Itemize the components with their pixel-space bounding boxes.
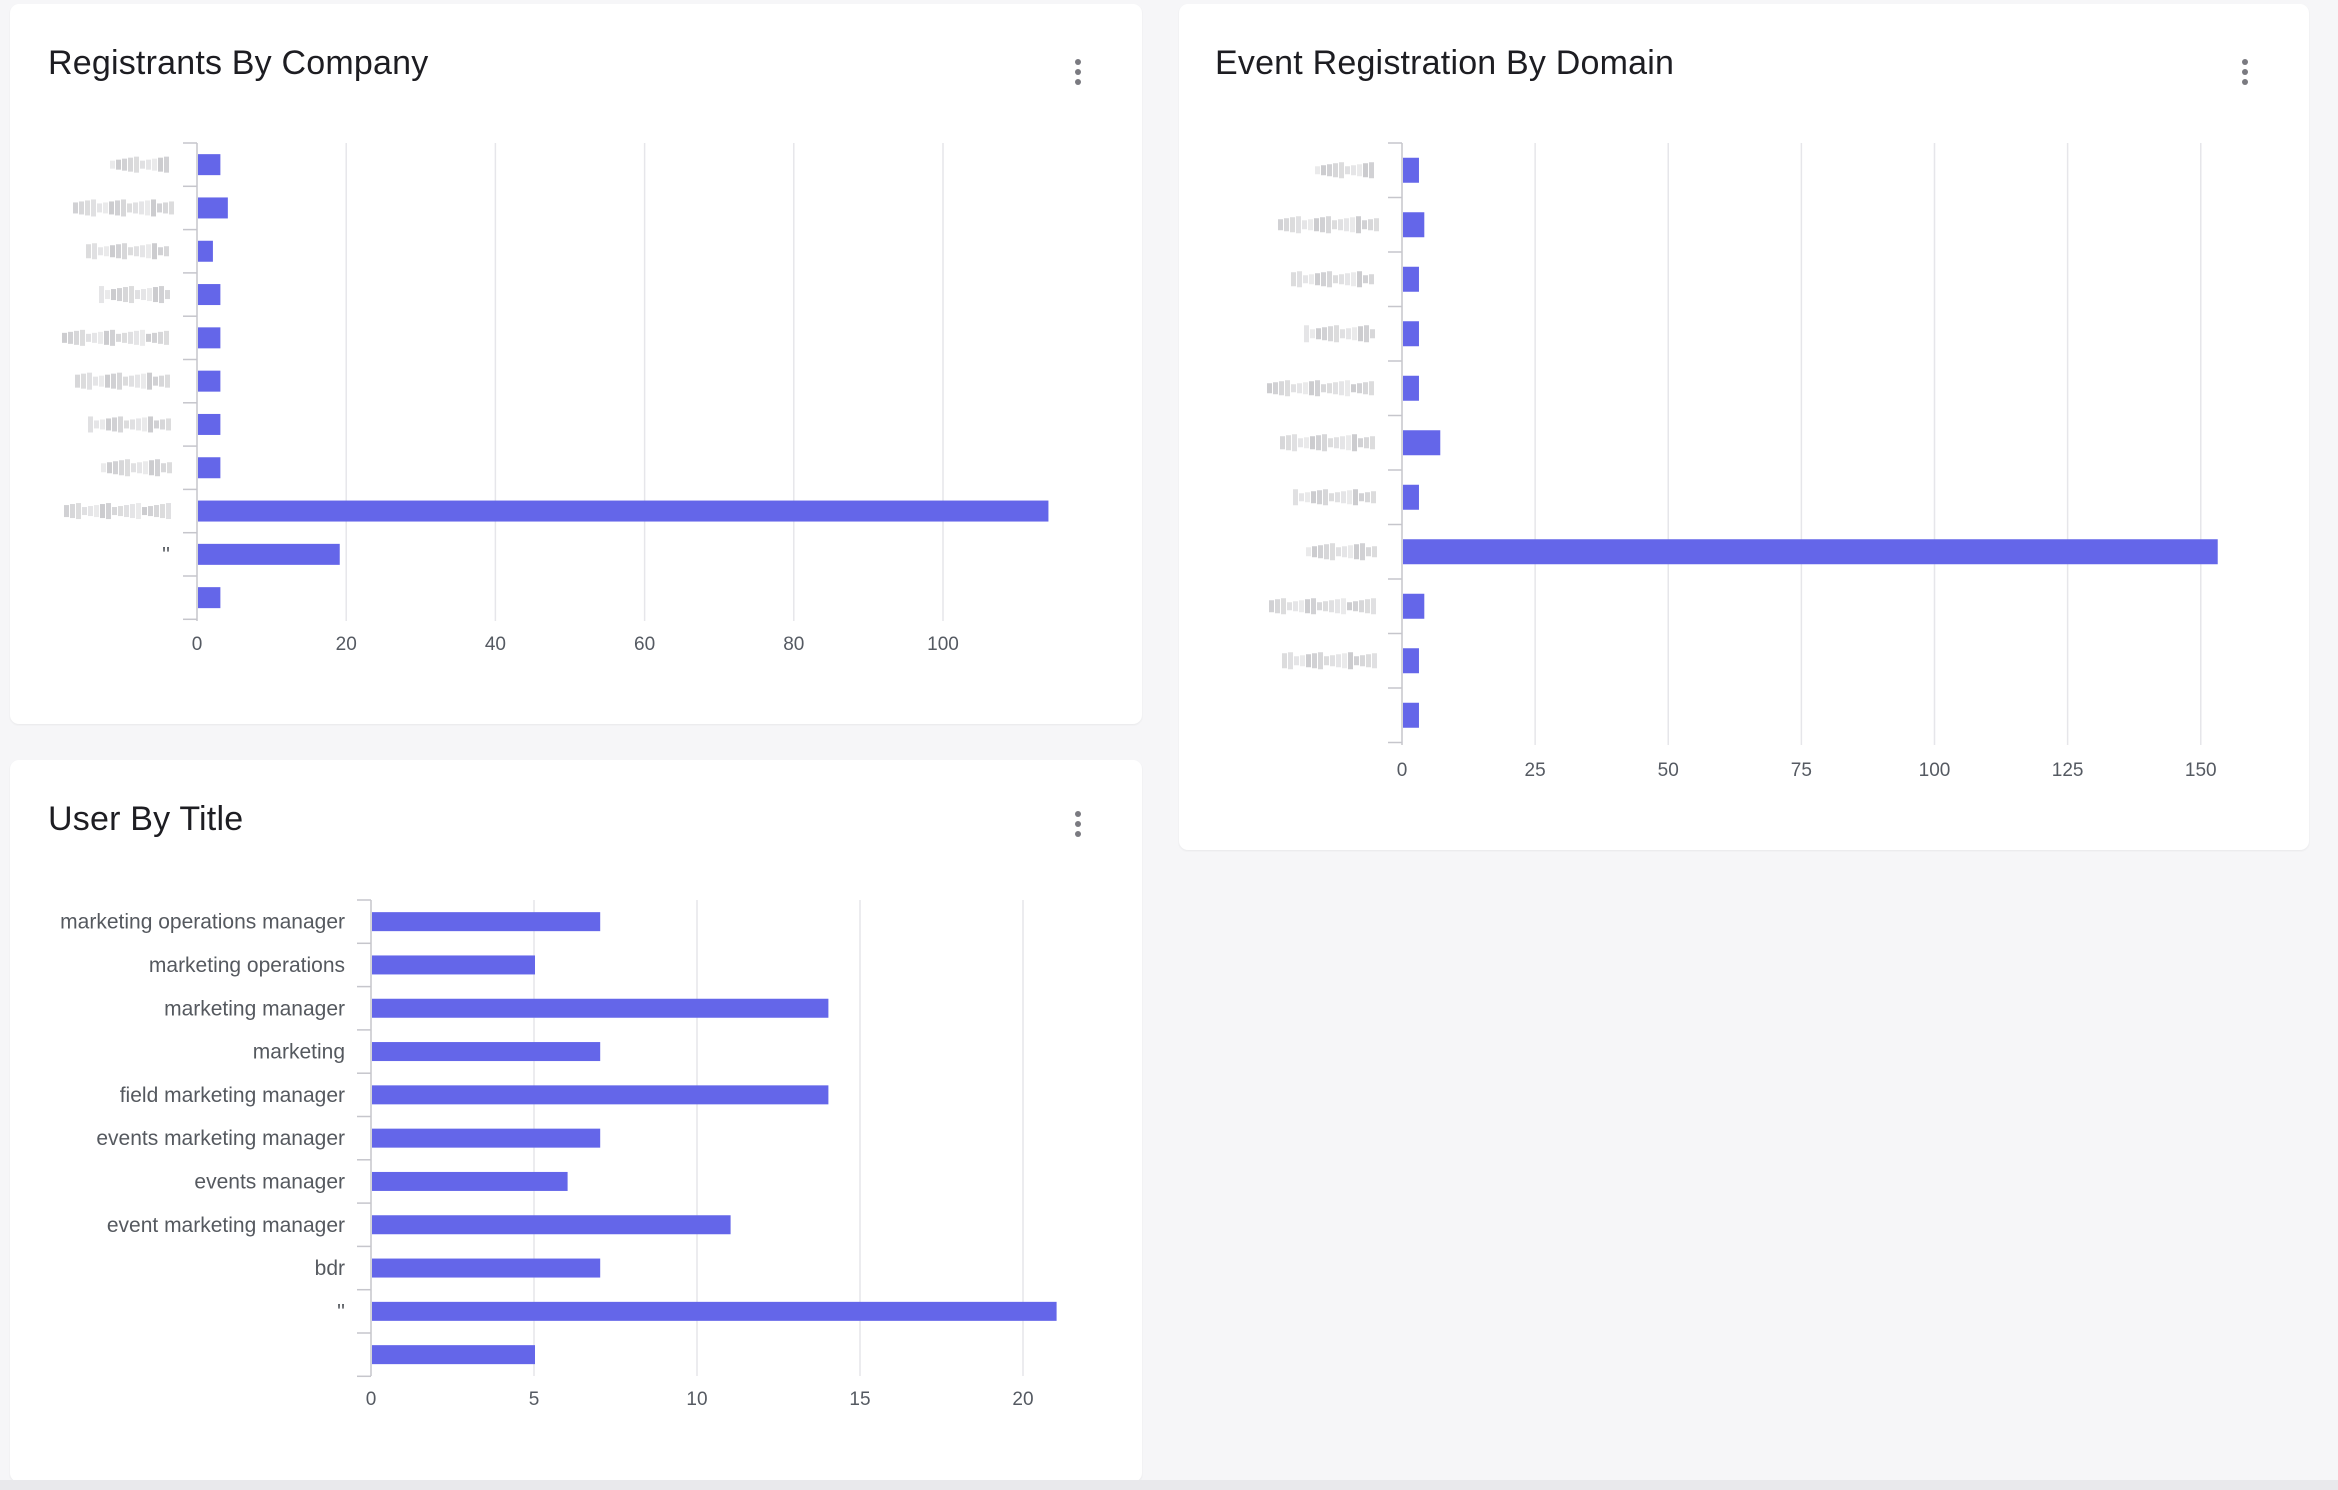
kebab-menu-icon[interactable] bbox=[1063, 804, 1093, 844]
kebab-menu-icon[interactable] bbox=[1063, 52, 1093, 92]
event-registration-by-domain-card: Event Registration By Domain bbox=[1179, 4, 2309, 850]
kebab-menu-icon[interactable] bbox=[2230, 52, 2260, 92]
registrants-by-company-card: Registrants By Company bbox=[10, 4, 1142, 724]
card-title: User By Title bbox=[48, 800, 244, 838]
card-title: Event Registration By Domain bbox=[1215, 44, 1675, 82]
bottom-scroll-edge bbox=[0, 1480, 2338, 1490]
user-by-title-card: User By Title bbox=[10, 760, 1142, 1482]
card-title: Registrants By Company bbox=[48, 44, 429, 82]
